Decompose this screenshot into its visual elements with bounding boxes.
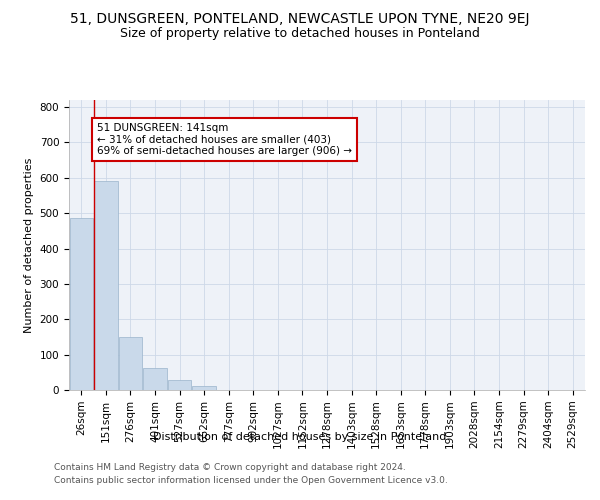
Text: Size of property relative to detached houses in Ponteland: Size of property relative to detached ho… — [120, 28, 480, 40]
Text: Distribution of detached houses by size in Ponteland: Distribution of detached houses by size … — [154, 432, 446, 442]
Text: 51 DUNSGREEN: 141sqm
← 31% of detached houses are smaller (403)
69% of semi-deta: 51 DUNSGREEN: 141sqm ← 31% of detached h… — [97, 123, 352, 156]
Bar — [143, 368, 167, 390]
Text: Contains public sector information licensed under the Open Government Licence v3: Contains public sector information licen… — [54, 476, 448, 485]
Y-axis label: Number of detached properties: Number of detached properties — [24, 158, 34, 332]
Text: Contains HM Land Registry data © Crown copyright and database right 2024.: Contains HM Land Registry data © Crown c… — [54, 464, 406, 472]
Bar — [94, 180, 118, 390]
Bar — [193, 386, 216, 390]
Bar — [168, 380, 191, 390]
Bar — [119, 337, 142, 390]
Bar — [70, 218, 93, 390]
Text: 51, DUNSGREEN, PONTELAND, NEWCASTLE UPON TYNE, NE20 9EJ: 51, DUNSGREEN, PONTELAND, NEWCASTLE UPON… — [70, 12, 530, 26]
